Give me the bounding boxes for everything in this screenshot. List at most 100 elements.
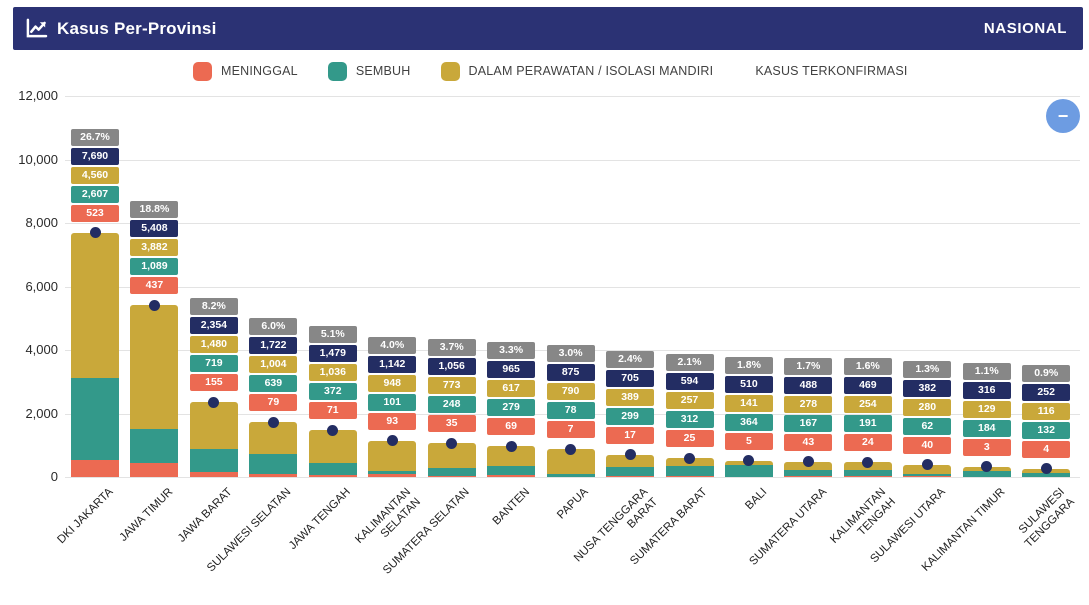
confirmed-point[interactable] (921, 459, 933, 471)
bar-segment-dalam-perawatan-isolasi-mandiri[interactable] (189, 402, 238, 450)
bar-segment-dalam-perawatan-isolasi-mandiri[interactable] (606, 454, 655, 467)
chart-legend: MENINGGAL SEMBUH DALAM PERAWATAN / ISOLASI… (193, 59, 908, 83)
bar-jawa-timur[interactable] (130, 305, 179, 477)
x-axis-label-papua: PAPUA (555, 486, 592, 522)
bar-segment-sembuh[interactable] (546, 474, 595, 477)
bar-segment-meninggal[interactable] (903, 475, 952, 477)
bar-segment-sembuh[interactable] (249, 454, 298, 475)
bar-segment-sembuh[interactable] (843, 470, 892, 477)
sembuh-label: 279 (487, 399, 536, 417)
bar-segment-meninggal[interactable] (606, 476, 655, 477)
bar-segment-sembuh[interactable] (487, 465, 536, 475)
total-confirmed-label: 1,142 (368, 355, 417, 373)
bar-segment-meninggal[interactable] (487, 474, 536, 477)
percent-label: 2.4% (606, 350, 655, 368)
dalam-perawatan-label: 773 (427, 377, 476, 395)
bar-kalimantan-selatan[interactable] (368, 440, 417, 477)
meninggal-label: 24 (843, 434, 892, 452)
confirmed-point[interactable] (89, 227, 101, 239)
meninggal-label: 25 (665, 430, 714, 448)
percent-label: 8.2% (189, 298, 238, 316)
bar-segment-meninggal[interactable] (71, 460, 119, 477)
confirmed-point[interactable] (148, 299, 160, 311)
confirmed-point[interactable] (624, 449, 636, 461)
legend-item-sembuh[interactable]: SEMBUH (327, 61, 411, 81)
total-confirmed-label: 252 (1022, 383, 1071, 401)
percent-label: 18.8% (130, 201, 179, 219)
confirmed-point[interactable] (743, 455, 755, 467)
collapse-button[interactable]: − (1046, 99, 1080, 133)
total-confirmed-label: 875 (546, 364, 595, 382)
dalam-perawatan-label: 116 (1022, 402, 1071, 420)
bar-segment-sembuh[interactable] (724, 465, 773, 477)
legend-item-dalam-perawatan-isolasi-mandiri[interactable]: DALAM PERAWATAN / ISOLASI MANDIRI (440, 61, 714, 81)
bar-segment-meninggal[interactable] (784, 475, 833, 477)
bar-segment-sembuh[interactable] (903, 473, 952, 476)
sembuh-label: 101 (368, 393, 417, 411)
percent-label: 0.9% (1022, 364, 1071, 382)
bar-segment-sembuh[interactable] (606, 466, 655, 477)
dalam-perawatan-label: 1,004 (249, 356, 298, 374)
bar-segment-sembuh[interactable] (962, 471, 1011, 477)
confirmed-point[interactable] (386, 435, 398, 447)
confirmed-point[interactable] (208, 396, 220, 408)
dalam-perawatan-label: 3,882 (130, 239, 179, 257)
meninggal-label: 17 (606, 426, 655, 444)
confirmed-point[interactable] (327, 424, 339, 436)
percent-label: 3.3% (487, 342, 536, 360)
percent-label: 3.0% (546, 345, 595, 363)
bar-segment-meninggal[interactable] (189, 472, 238, 477)
bar-segment-meninggal[interactable] (368, 474, 417, 477)
bar-segment-meninggal[interactable] (249, 474, 298, 477)
confirmed-point[interactable] (267, 416, 279, 428)
sembuh-label: 248 (427, 396, 476, 414)
sembuh-label: 1,089 (130, 258, 179, 276)
bar-segment-sembuh[interactable] (189, 449, 238, 473)
confirmed-point[interactable] (981, 461, 993, 473)
legend-item-kasus-terkonfirmasi[interactable]: KASUS TERKONFIRMASI (755, 64, 907, 78)
confirmed-point[interactable] (802, 456, 814, 467)
sembuh-label: 78 (546, 402, 595, 420)
meninggal-label: 71 (308, 402, 357, 420)
confirmed-point[interactable] (565, 443, 577, 455)
bar-segment-dalam-perawatan-isolasi-mandiri[interactable] (487, 446, 536, 466)
meninggal-label: 3 (962, 438, 1011, 456)
meninggal-label: 35 (427, 415, 476, 433)
bar-segment-sembuh[interactable] (427, 468, 476, 476)
bar-segment-meninggal[interactable] (308, 474, 357, 477)
bar-segment-meninggal[interactable] (427, 475, 476, 477)
bar-segment-meninggal[interactable] (130, 463, 179, 477)
bar-jawa-barat[interactable] (189, 402, 238, 477)
total-confirmed-label: 1,722 (249, 337, 298, 355)
confirmed-point[interactable] (1040, 463, 1052, 475)
bar-segment-meninggal[interactable] (665, 476, 714, 477)
bar-nusa-tenggara-barat[interactable] (606, 454, 655, 477)
bar-segment-sembuh[interactable] (665, 466, 714, 477)
bar-jawa-tengah[interactable] (308, 430, 357, 477)
bar-segment-meninggal[interactable] (843, 476, 892, 477)
y-axis-tick: 0 (50, 469, 58, 484)
bar-sulawesi-selatan[interactable] (249, 422, 298, 477)
bar-segment-sembuh[interactable] (784, 470, 833, 476)
meninggal-label: 69 (487, 418, 536, 436)
sembuh-label: 2,607 (71, 185, 119, 203)
bar-segment-sembuh[interactable] (71, 377, 119, 461)
percent-label: 1.1% (962, 362, 1011, 380)
y-axis-tick: 8,000 (25, 215, 58, 230)
bar-segment-dalam-perawatan-isolasi-mandiri[interactable] (130, 305, 179, 429)
confirmed-point[interactable] (862, 456, 874, 468)
bar-dki-jakarta[interactable] (71, 232, 119, 477)
bar-banten[interactable] (487, 446, 536, 477)
y-axis-tick: 6,000 (25, 278, 58, 294)
bar-segment-dalam-perawatan-isolasi-mandiri[interactable] (71, 232, 119, 378)
bar-segment-sembuh[interactable] (130, 428, 179, 464)
confirmed-point[interactable] (505, 440, 517, 452)
percent-label: 1.6% (843, 358, 892, 376)
legend-item-meninggal[interactable]: MENINGGAL (193, 61, 298, 81)
dalam-perawatan-label: 4,560 (71, 166, 119, 184)
bar-segment-sembuh[interactable] (308, 462, 357, 475)
bar-segment-sembuh[interactable] (368, 470, 417, 475)
confirmed-point[interactable] (684, 452, 695, 464)
bar-segment-sembuh[interactable] (1022, 472, 1071, 477)
confirmed-point[interactable] (446, 437, 458, 449)
